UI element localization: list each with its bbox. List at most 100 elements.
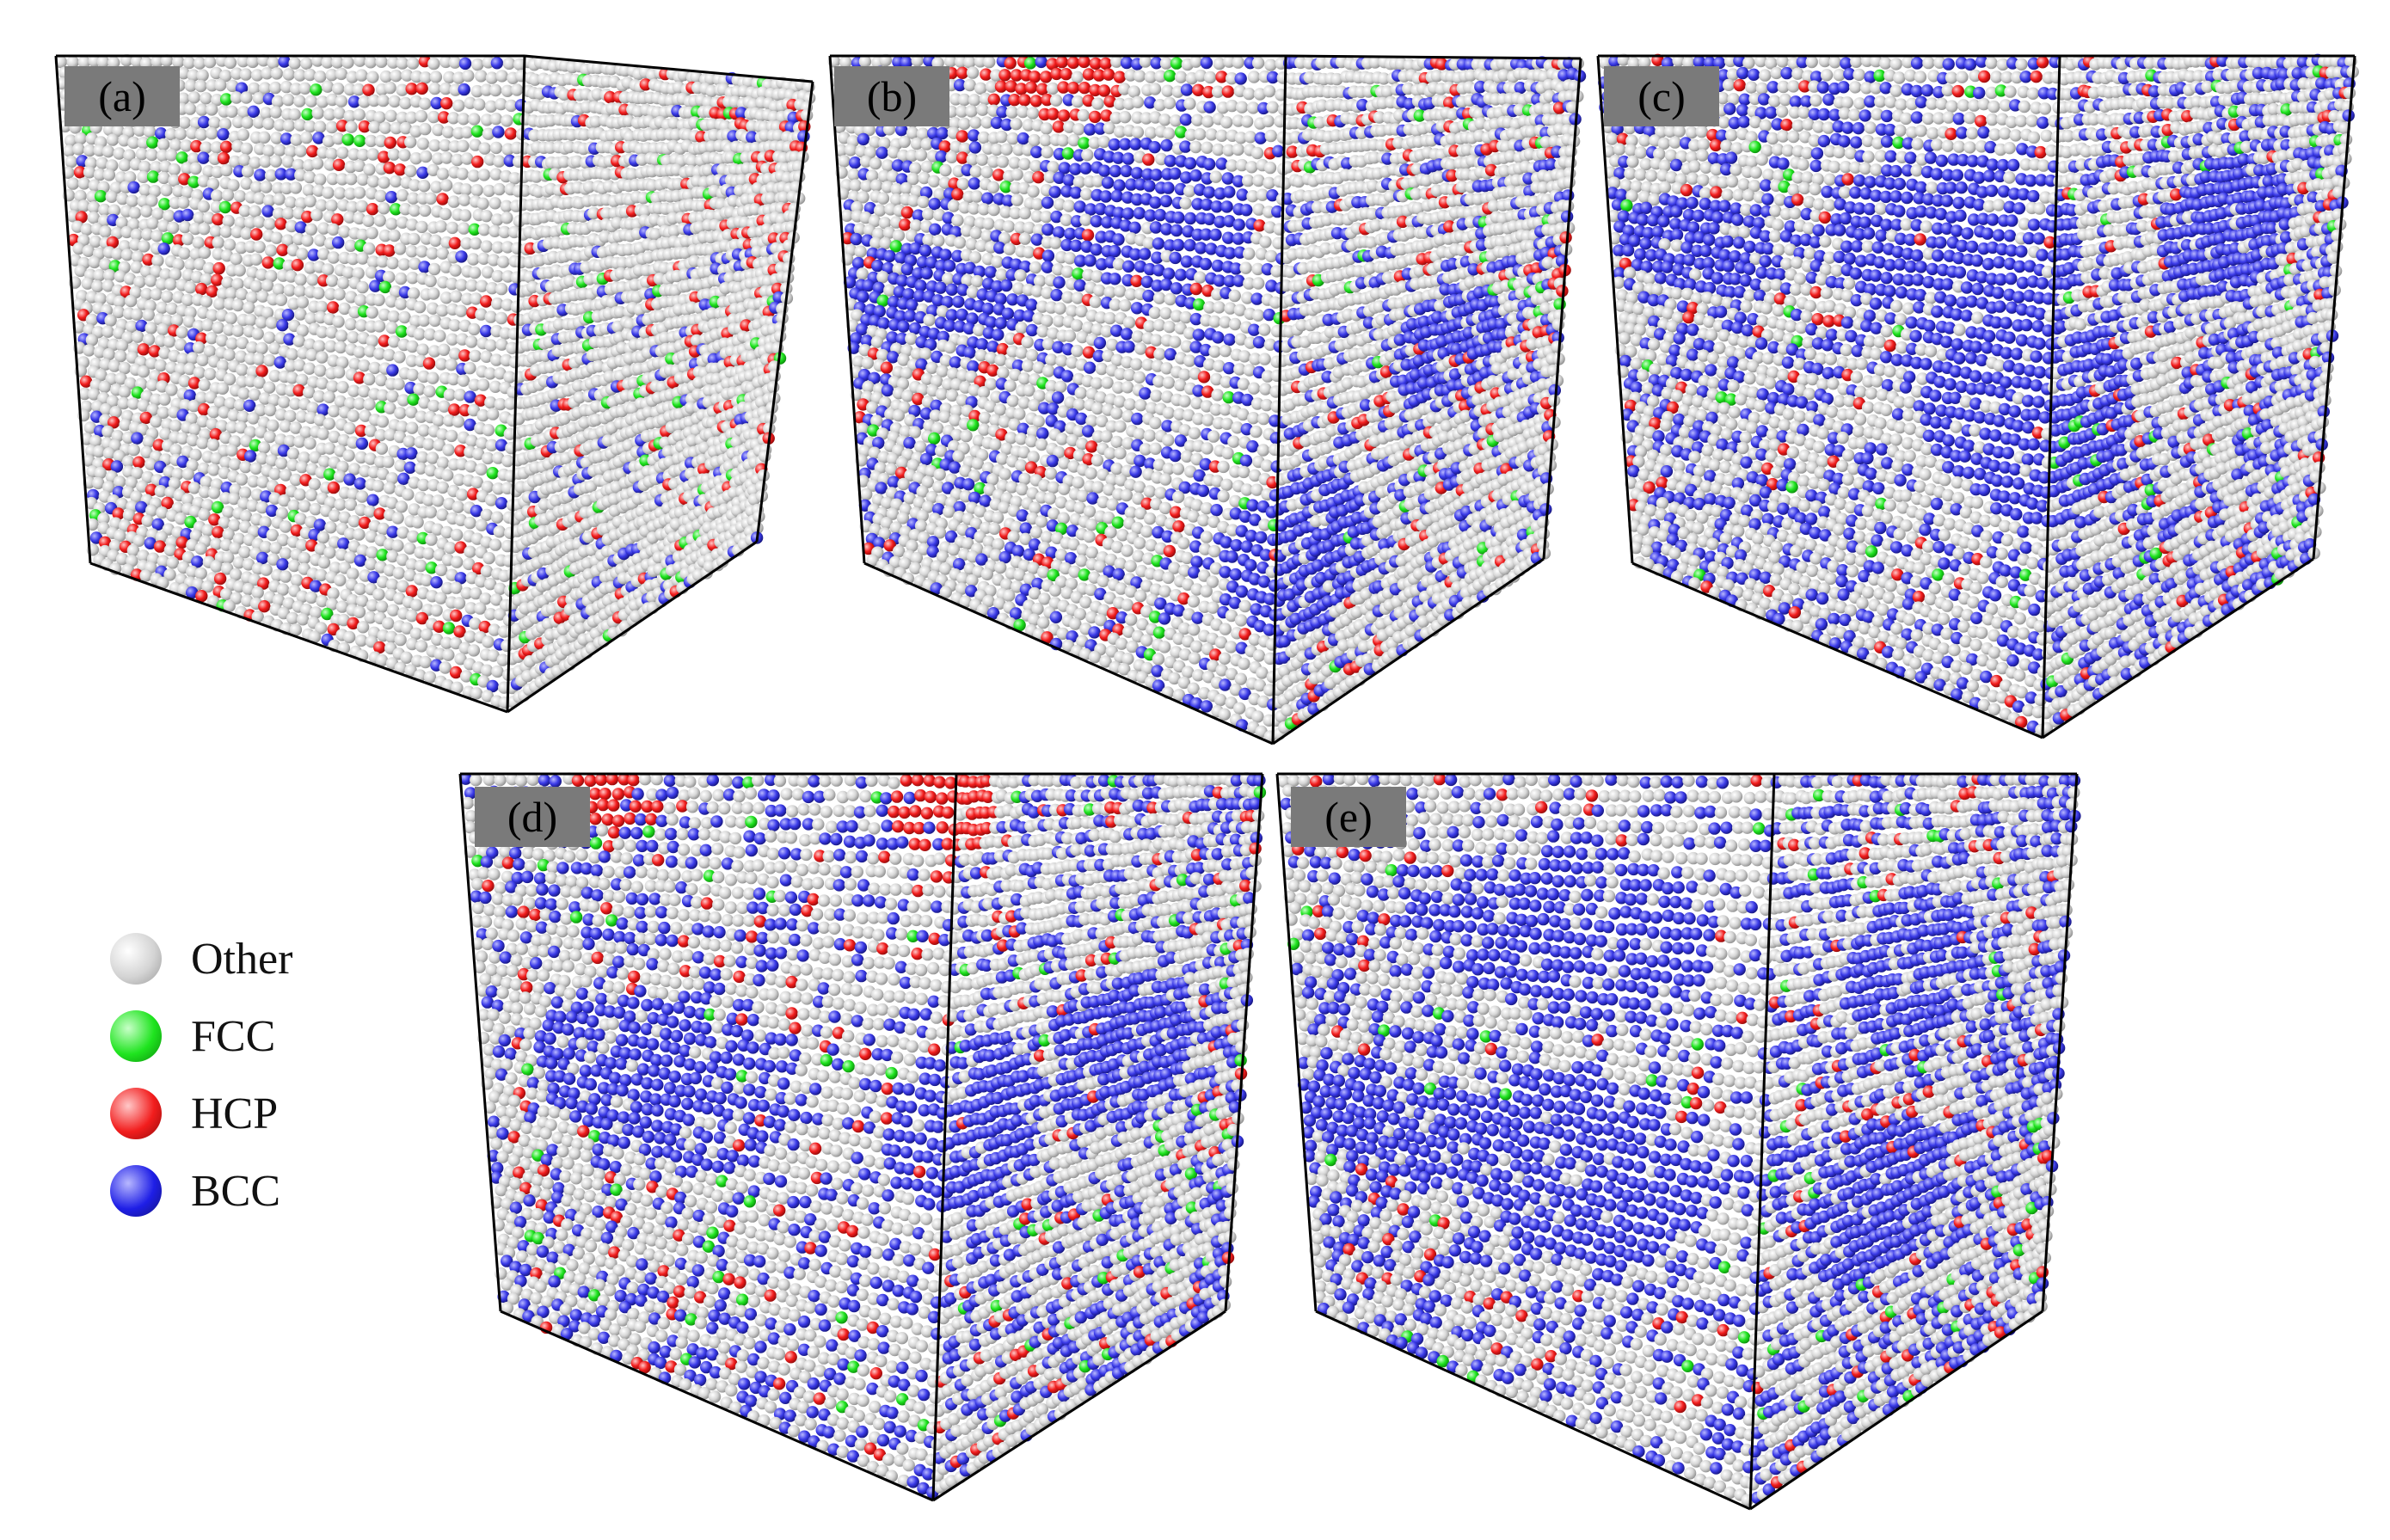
atom-other [482, 551, 495, 565]
atom-other [501, 114, 513, 127]
atom-hcp [1142, 153, 1155, 166]
atom-other [264, 169, 278, 182]
atom-other [430, 604, 443, 617]
atom-other [493, 155, 506, 168]
atom-hcp [1004, 57, 1017, 70]
atom-other [196, 436, 209, 450]
atom-other [470, 184, 483, 197]
atom-other [264, 403, 277, 417]
atom-other [197, 175, 211, 187]
atom-other [396, 188, 409, 202]
atom-other [316, 427, 329, 440]
atom-other [377, 94, 390, 107]
atom-other [467, 253, 480, 266]
atom-other [74, 132, 87, 145]
atom-other [314, 120, 327, 133]
atom-other [253, 241, 266, 254]
atom-other [1191, 114, 1204, 126]
atom-hcp [261, 256, 274, 269]
atom-other [337, 276, 350, 290]
atom-other [968, 94, 981, 107]
atom-other [1213, 301, 1226, 314]
atom-other [970, 274, 984, 288]
atom-other [966, 66, 980, 79]
atom-other [482, 127, 495, 140]
atom-bcc [900, 262, 914, 276]
atom-other [98, 214, 111, 227]
atom-bcc [353, 554, 367, 568]
atom-other [99, 225, 112, 238]
atom-other [181, 468, 194, 481]
atom-other [181, 162, 194, 175]
atom-other [145, 194, 158, 207]
atom-other [298, 500, 311, 512]
atom-other [390, 70, 402, 83]
atom-bcc [1171, 238, 1185, 252]
atom-hcp [306, 144, 319, 158]
atom-other [405, 111, 418, 124]
atom-other [424, 192, 438, 205]
atom-other [211, 94, 224, 107]
atom-other [1251, 57, 1265, 70]
atom-fcc [187, 175, 200, 188]
atom-other [269, 81, 282, 95]
atom-other [434, 563, 448, 577]
atom-other [392, 567, 405, 580]
atom-bcc [294, 221, 307, 234]
atom-bcc [1133, 206, 1146, 220]
atom-other [1071, 291, 1084, 304]
atom-other [495, 311, 508, 325]
atom-other [382, 617, 395, 630]
atom-other [759, 450, 771, 463]
atom-other [467, 644, 481, 657]
atom-other [260, 107, 273, 120]
atom-hcp [1055, 55, 1069, 69]
atom-other [279, 547, 292, 560]
atom-other [281, 207, 295, 220]
atom-other [244, 240, 257, 254]
atom-other [1239, 261, 1252, 274]
atom-other [443, 71, 456, 84]
atom-bcc [1252, 335, 1266, 349]
atom-other [239, 68, 252, 81]
atom-bcc [1030, 145, 1043, 158]
atom-other [966, 285, 980, 298]
atom-other [383, 482, 396, 494]
atom-other [281, 155, 295, 169]
atom-other [415, 245, 428, 258]
atom-bcc [1203, 212, 1216, 225]
atom-hcp [1099, 57, 1112, 71]
atom-other [452, 415, 465, 428]
atom-other [447, 112, 460, 125]
atom-other [439, 661, 452, 674]
atom-bcc [1050, 288, 1063, 302]
atom-other [1127, 85, 1140, 98]
atom-other [341, 56, 354, 69]
atom-other [219, 225, 233, 238]
atom-bcc [1172, 211, 1185, 224]
atom-other [488, 197, 501, 210]
atom-other [312, 184, 325, 197]
atom-hcp [1089, 110, 1102, 124]
atom-other [469, 236, 482, 250]
atom-other [138, 240, 151, 253]
atom-other [445, 277, 458, 291]
atom-other [103, 269, 116, 282]
atom-other [263, 381, 276, 394]
atom-bcc [943, 260, 956, 273]
atom-hcp [178, 173, 191, 186]
atom-bcc [405, 447, 418, 460]
atom-other [219, 70, 232, 83]
atom-bcc [857, 132, 870, 146]
atom-other [410, 598, 423, 611]
atom-other [793, 170, 806, 183]
atom-other [157, 138, 170, 151]
atom-other [378, 121, 392, 134]
atom-other [77, 199, 90, 212]
atom-other [303, 170, 316, 184]
atom-other [1002, 220, 1016, 233]
atom-bcc [1169, 167, 1182, 180]
atom-other [231, 298, 244, 312]
atom-other [263, 331, 276, 344]
atom-other [384, 81, 396, 95]
